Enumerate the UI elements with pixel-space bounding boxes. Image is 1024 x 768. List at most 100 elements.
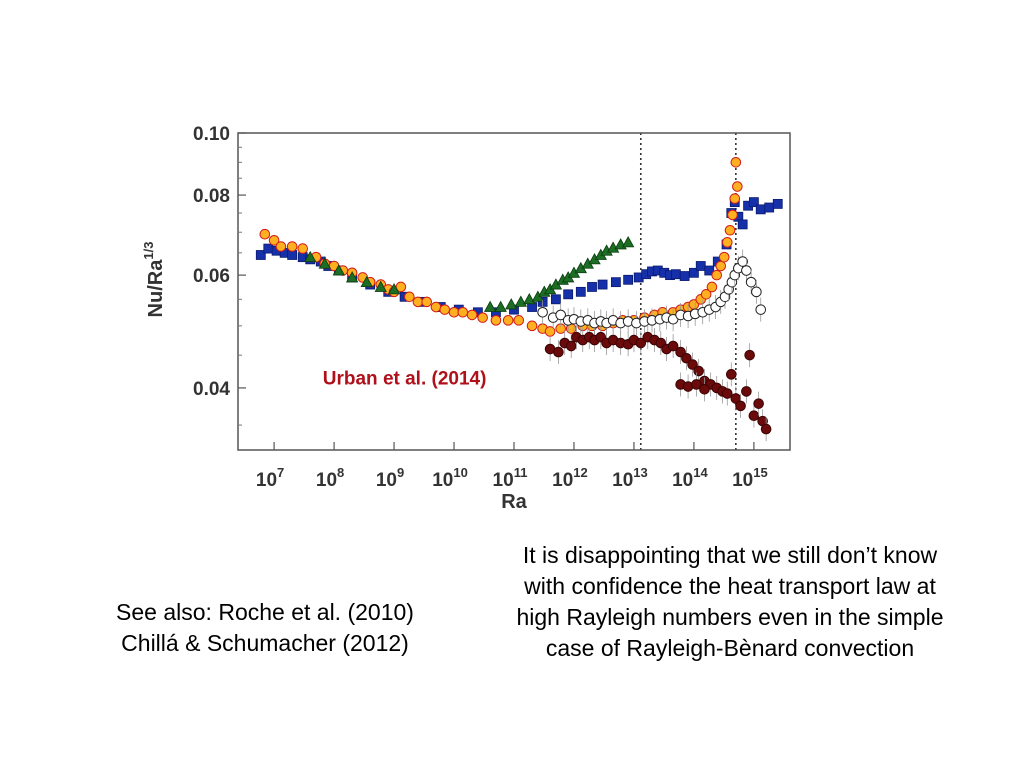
- data-point-triangle: [483, 300, 497, 312]
- data-point-circle: [727, 209, 738, 221]
- see-also-references: See also: Roche et al. (2010) Chillá & S…: [60, 597, 470, 659]
- data-point-circle: [748, 410, 760, 421]
- data-point-circle: [721, 388, 733, 399]
- data-point-square: [737, 219, 748, 230]
- data-point-circle: [721, 237, 733, 248]
- data-point-square: [772, 199, 783, 209]
- x-tick-label: 1013: [612, 465, 648, 491]
- data-point-square: [587, 282, 597, 292]
- quote-line: case of Rayleigh-Bènard convection: [545, 635, 915, 661]
- data-point-circle: [513, 315, 525, 326]
- quote-text: It is disappointing that we still don’t …: [470, 540, 990, 664]
- data-point-triangle: [332, 264, 346, 276]
- data-point-square: [689, 267, 699, 278]
- data-point-triangle: [304, 250, 317, 263]
- data-point-circle: [760, 423, 772, 435]
- data-point-circle: [412, 296, 424, 308]
- y-axis-label-exponent: 1/3: [141, 242, 156, 260]
- data-point-circle: [741, 386, 752, 397]
- data-point-triangle: [494, 300, 507, 312]
- data-point-square: [623, 274, 634, 285]
- data-point-square: [695, 261, 706, 271]
- data-point-circle: [553, 346, 564, 358]
- data-point-circle: [729, 193, 741, 204]
- data-point-circle: [275, 241, 287, 252]
- data-point-triangle: [360, 275, 373, 288]
- data-point-circle: [430, 301, 442, 313]
- reference-lines: [639, 133, 737, 450]
- data-point-circle: [502, 315, 514, 326]
- data-point-circle: [718, 251, 730, 263]
- reference-line: See also: Roche et al. (2010): [116, 599, 414, 625]
- data-point-circle: [286, 241, 298, 252]
- data-point-circle: [744, 349, 755, 361]
- data-point-circle: [466, 309, 478, 321]
- data-point-circle: [448, 306, 460, 318]
- data-point-square: [255, 250, 266, 260]
- data-point-circle: [693, 365, 704, 377]
- data-point-triangle: [387, 283, 401, 295]
- data-point-circle: [755, 304, 767, 315]
- data-point-circle: [753, 398, 764, 409]
- data-point-square: [755, 204, 766, 215]
- x-tick-label: 1015: [732, 465, 768, 491]
- y-axis-label-main: Nu/Ra: [145, 259, 167, 318]
- y-tick-label: 0.10: [193, 124, 230, 145]
- data-point-circle: [477, 312, 488, 323]
- data-point-circle: [635, 337, 647, 349]
- data-point-circle: [700, 289, 712, 300]
- data-point-circle: [457, 306, 469, 318]
- data-point-square: [263, 243, 274, 254]
- y-tick-label: 0.04: [193, 379, 230, 400]
- data-point-square: [551, 294, 561, 305]
- data-point-triangle: [514, 295, 528, 307]
- axis-ticks: 0.04 0.06 0.08 0.10 107 108 109 1010 1011 1012 101…: [193, 124, 768, 491]
- data-point-circle: [730, 157, 742, 168]
- data-point-square: [575, 286, 586, 297]
- data-point-square: [610, 277, 621, 288]
- data-point-circle: [526, 320, 538, 332]
- data-point-circle: [706, 281, 718, 293]
- x-axis-label: Ra: [501, 491, 527, 513]
- quote-line: high Rayleigh numbers even in the simple: [516, 604, 944, 630]
- data-point-square: [704, 265, 715, 276]
- data-point-circle: [404, 291, 415, 303]
- data-point-circle: [259, 228, 271, 240]
- data-point-circle: [715, 260, 727, 272]
- data-point-circle: [297, 243, 309, 254]
- data-point-circle: [544, 326, 556, 337]
- data-point-circle: [691, 379, 702, 390]
- data-point-circle: [565, 340, 577, 352]
- data-point-square: [670, 269, 681, 280]
- reference-line: Chillá & Schumacher (2012): [121, 630, 409, 656]
- data-point-triangle: [345, 271, 359, 283]
- urban-annotation: Urban et al. (2014): [323, 368, 487, 389]
- data-point-circle: [537, 306, 548, 318]
- data-point-circle: [737, 256, 748, 267]
- data-point-square: [287, 250, 298, 260]
- data-point-circle: [667, 340, 679, 352]
- x-tick-label: 108: [316, 465, 344, 491]
- x-tick-label: 1010: [432, 465, 468, 491]
- quote-line: with confidence the heat transport law a…: [524, 573, 936, 599]
- data-point-circle: [745, 276, 757, 288]
- data-points: [255, 157, 783, 442]
- data-point-triangle: [621, 236, 635, 248]
- y-tick-label: 0.06: [193, 266, 230, 287]
- data-point-triangle: [505, 298, 518, 310]
- data-point-circle: [724, 224, 736, 236]
- x-tick-label: 107: [256, 465, 284, 491]
- data-point-circle: [711, 269, 723, 281]
- data-point-triangle: [374, 280, 387, 292]
- data-point-circle: [687, 359, 698, 370]
- data-point-square: [597, 279, 608, 290]
- data-point-circle: [421, 296, 432, 308]
- data-point-circle: [725, 369, 737, 380]
- data-point-square: [764, 202, 775, 213]
- y-axis-label: Nu/Ra1/3: [141, 242, 167, 318]
- data-point-circle: [490, 315, 502, 326]
- data-point-circle: [732, 181, 743, 192]
- x-tick-label: 109: [376, 465, 404, 491]
- data-point-triangle: [523, 292, 536, 305]
